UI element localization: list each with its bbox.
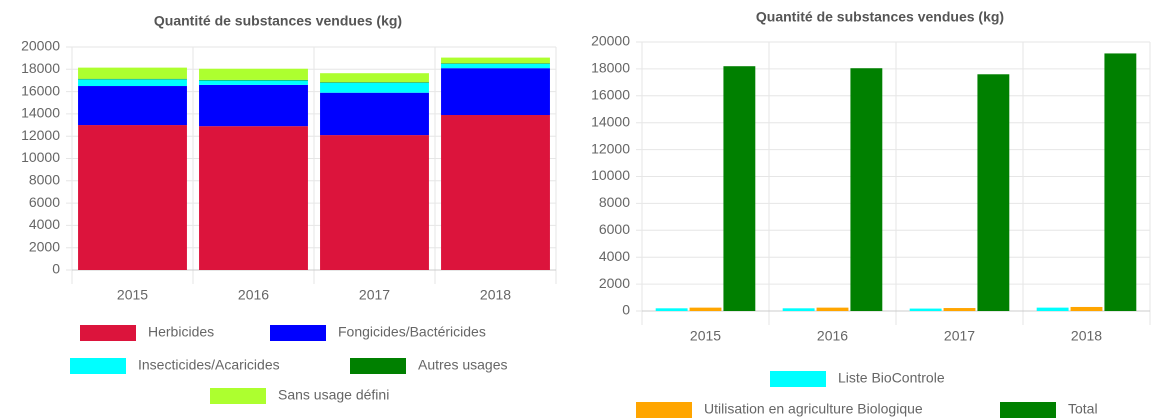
x-tick-label: 2015 xyxy=(690,328,721,344)
bar-segment xyxy=(441,57,550,64)
y-tick-label: 16000 xyxy=(591,87,630,103)
bar-segment xyxy=(441,68,550,116)
legend-swatch xyxy=(210,388,266,404)
legend-swatch xyxy=(770,371,826,387)
legend-label: Utilisation en agriculture Biologique xyxy=(704,401,923,417)
bar-segment xyxy=(320,135,429,270)
bar xyxy=(689,307,722,311)
y-tick-label: 20000 xyxy=(591,33,630,49)
x-tick-label: 2018 xyxy=(1071,328,1102,344)
bar-segment xyxy=(441,115,550,270)
y-tick-label: 16000 xyxy=(21,82,60,98)
y-tick-label: 18000 xyxy=(21,60,60,76)
y-tick-label: 4000 xyxy=(29,216,60,232)
legend-label: Autres usages xyxy=(418,357,508,373)
x-tick-label: 2017 xyxy=(359,287,390,303)
bar xyxy=(1070,306,1103,311)
chart-title: Quantité de substances vendues (kg) xyxy=(756,9,1004,25)
bar xyxy=(655,308,688,311)
y-tick-label: 0 xyxy=(622,302,630,318)
y-tick-label: 12000 xyxy=(21,127,60,143)
bar-segment xyxy=(441,63,550,64)
bar-segment xyxy=(78,86,187,126)
bar xyxy=(1036,307,1069,311)
legend-swatch xyxy=(636,402,692,418)
legend-label: Sans usage défini xyxy=(278,387,389,403)
legend-swatch xyxy=(270,325,326,341)
y-tick-label: 6000 xyxy=(599,221,630,237)
chart-title: Quantité de substances vendues (kg) xyxy=(154,13,402,29)
y-tick-label: 12000 xyxy=(591,140,630,156)
bar xyxy=(782,308,815,311)
bar-segment xyxy=(199,80,308,85)
bar-segment xyxy=(320,82,429,83)
legend-swatch xyxy=(350,358,406,374)
bar-segment xyxy=(78,79,187,87)
legend-swatch xyxy=(1000,402,1056,418)
y-tick-label: 2000 xyxy=(29,238,60,254)
y-tick-label: 14000 xyxy=(591,113,630,129)
y-tick-label: 0 xyxy=(52,261,60,277)
y-tick-label: 4000 xyxy=(599,248,630,264)
bar-segment xyxy=(199,84,308,127)
legend-label: Insecticides/Acaricides xyxy=(138,357,280,373)
x-tick-label: 2016 xyxy=(238,287,269,303)
bar xyxy=(850,68,883,311)
y-tick-label: 10000 xyxy=(21,149,60,165)
bar xyxy=(943,308,976,311)
bar xyxy=(723,66,756,312)
x-tick-label: 2015 xyxy=(117,287,148,303)
bar-segment xyxy=(199,68,308,80)
bar-segment xyxy=(320,73,429,83)
legend-swatch xyxy=(70,358,126,374)
y-tick-label: 18000 xyxy=(591,60,630,76)
x-tick-label: 2016 xyxy=(817,328,848,344)
bar-segment xyxy=(320,92,429,136)
bar xyxy=(1104,53,1137,312)
bar xyxy=(909,308,942,311)
bar xyxy=(977,74,1010,311)
bar-segment xyxy=(78,125,187,270)
legend-label: Total xyxy=(1068,401,1098,417)
bar-segment xyxy=(78,67,187,79)
y-tick-label: 8000 xyxy=(599,194,630,210)
bar-segment xyxy=(320,82,429,93)
x-tick-label: 2018 xyxy=(480,287,511,303)
legend-label: Liste BioControle xyxy=(838,370,945,386)
y-tick-label: 20000 xyxy=(21,38,60,54)
y-tick-label: 2000 xyxy=(599,275,630,291)
x-tick-label: 2017 xyxy=(944,328,975,344)
y-tick-label: 10000 xyxy=(591,167,630,183)
y-tick-label: 8000 xyxy=(29,172,60,188)
legend-label: Herbicides xyxy=(148,324,214,340)
bar-segment xyxy=(78,78,187,80)
legend-swatch xyxy=(80,325,136,341)
bar xyxy=(816,307,849,311)
bar-segment xyxy=(199,126,308,270)
bar-segment xyxy=(199,79,308,81)
legend-label: Fongicides/Bactéricides xyxy=(338,324,486,340)
y-tick-label: 14000 xyxy=(21,105,60,121)
bar-segment xyxy=(441,63,550,69)
y-tick-label: 6000 xyxy=(29,194,60,210)
